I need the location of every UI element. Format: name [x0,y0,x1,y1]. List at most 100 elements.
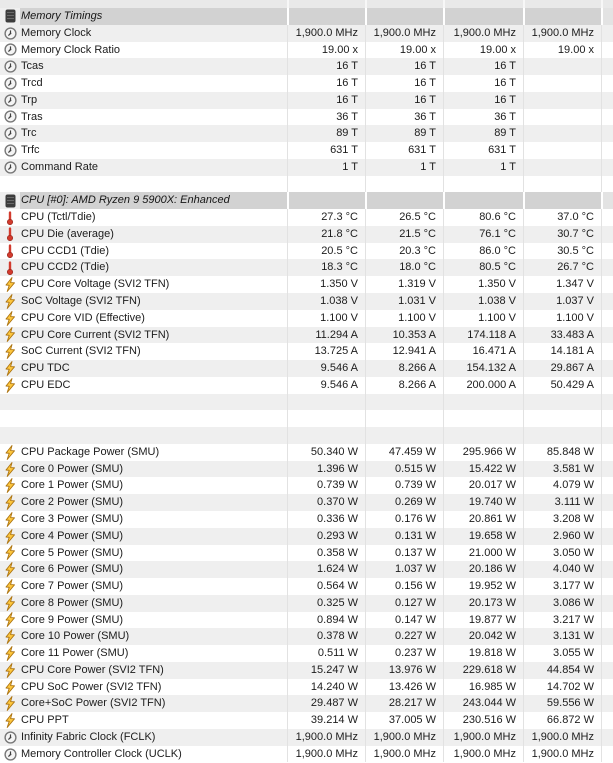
value-maximum: 200.000 A [443,376,523,394]
row-gutter [0,427,20,444]
sensor-row[interactable]: Core 8 Power (SMU) 0.325 W 0.127 W 20.173 W… [0,594,613,612]
value-average: 44.854 W [523,661,601,679]
value-current: 11.294 A [287,326,365,344]
sensor-row[interactable]: CPU Core Current (SVI2 TFN) 11.294 A 10.35… [0,326,613,344]
value-current: 0.293 W [287,527,365,545]
sensor-row[interactable]: Tcas 16 T 16 T 16 T [0,58,613,76]
value-minimum: 21.5 °C [365,225,443,243]
sensor-row[interactable]: Trc 89 T 89 T 89 T [0,125,613,143]
sensor-row[interactable]: Trcd 16 T 16 T 16 T [0,75,613,92]
sensor-row[interactable]: Core 5 Power (SMU) 0.358 W 0.137 W 21.000 W… [0,544,613,562]
sensor-row[interactable]: SoC Voltage (SVI2 TFN) 1.038 V 1.031 V 1.03… [0,293,613,310]
sensor-row[interactable]: Core 4 Power (SMU) 0.293 W 0.131 W 19.658 W… [0,527,613,545]
sensor-row[interactable]: Infinity Fabric Clock (FCLK) 1,900.0 MHz 1… [0,728,613,746]
value-minimum: 1 T [365,158,443,176]
sensor-row[interactable]: Core 9 Power (SMU) 0.894 W 0.147 W 19.877 W… [0,611,613,629]
sensor-row[interactable]: Core 6 Power (SMU) 1.624 W 1.037 W 20.186 W… [0,561,613,579]
value-current: 1,900.0 MHz [287,728,365,746]
sensor-label: CPU Package Power (SMU) [20,443,287,461]
value-average: 1.037 V [523,293,601,310]
value-maximum: 1,900.0 MHz [443,728,523,746]
value-average [523,108,601,126]
sensor-row[interactable]: Core 10 Power (SMU) 0.378 W 0.227 W 20.042 … [0,628,613,646]
value-minimum: 0.147 W [365,611,443,629]
value-current: 89 T [287,125,365,143]
chip-icon [0,192,20,210]
value-maximum [443,410,523,428]
sensor-row[interactable]: CPU Core Voltage (SVI2 TFN) 1.350 V 1.319 … [0,276,613,294]
value-current: 39.214 W [287,712,365,729]
sensor-row[interactable]: Core+SoC Power (SVI2 TFN) 29.487 W 28.217 … [0,695,613,713]
sensor-row[interactable]: Core 11 Power (SMU) 0.511 W 0.237 W 19.818 … [0,645,613,662]
value-maximum: 89 T [443,125,523,143]
row-gutter [0,410,20,428]
sensor-row[interactable]: Tras 36 T 36 T 36 T [0,108,613,126]
sensor-label: Memory Controller Clock (UCLK) [20,745,287,763]
value-current: 0.325 W [287,594,365,612]
sensor-row[interactable]: Trfc 631 T 631 T 631 T [0,142,613,159]
empty-row [0,393,613,411]
section-header-row[interactable]: Memory Timings [0,8,613,25]
row-right-pad [601,158,613,176]
row-right-pad [601,578,613,595]
sensor-row[interactable]: Memory Controller Clock (UCLK) 1,900.0 MH… [0,745,613,763]
section-title: CPU [#0]: AMD Ryzen 9 5900X: Enhanced [20,192,287,210]
sensor-row[interactable]: CPU CCD2 (Tdie) 18.3 °C 18.0 °C 80.5 °C 26.7… [0,259,613,277]
sensor-row[interactable]: Core 3 Power (SMU) 0.336 W 0.176 W 20.861 W… [0,510,613,528]
sensor-row[interactable]: CPU Die (average) 21.8 °C 21.5 °C 76.1 °C 30… [0,225,613,243]
sensor-row[interactable]: Core 0 Power (SMU) 1.396 W 0.515 W 15.422 W… [0,460,613,478]
value-average: 3.111 W [523,494,601,511]
value-current: 27.3 °C [287,209,365,226]
value-minimum: 0.515 W [365,460,443,478]
sensor-label: Infinity Fabric Clock (FCLK) [20,728,287,746]
sensor-row[interactable]: Core 1 Power (SMU) 0.739 W 0.739 W 20.017 W… [0,477,613,495]
value-current: 16 T [287,58,365,76]
sensor-row[interactable]: Memory Clock 1,900.0 MHz 1,900.0 MHz 1,900.… [0,24,613,42]
value-average: 66.872 W [523,712,601,729]
bolt-icon [0,695,20,713]
sensor-label: Core 5 Power (SMU) [20,544,287,562]
bolt-icon [0,343,20,361]
row-right-pad [601,510,613,528]
sensor-label: Core 11 Power (SMU) [20,645,287,662]
sensor-row[interactable]: CPU Core VID (Effective) 1.100 V 1.100 V 1.… [0,309,613,327]
sensor-row[interactable]: Trp 16 T 16 T 16 T [0,91,613,109]
bolt-icon [0,628,20,646]
row-right-pad [601,175,613,193]
sensor-label: Core 7 Power (SMU) [20,578,287,595]
row-right-pad [601,242,613,260]
value-current [287,410,365,428]
value-average: 3.581 W [523,460,601,478]
value-average: 30.7 °C [523,225,601,243]
value-current: 19.00 x [287,41,365,59]
value-minimum [365,410,443,428]
value-maximum: 20.173 W [443,594,523,612]
sensor-row[interactable]: CPU EDC 9.546 A 8.266 A 200.000 A 50.429 A [0,376,613,394]
value-minimum: 20.3 °C [365,242,443,260]
clock-icon [0,41,20,59]
value-average [523,75,601,92]
sensor-row[interactable]: CPU CCD1 (Tdie) 20.5 °C 20.3 °C 86.0 °C 30.5… [0,242,613,260]
value-minimum [365,393,443,411]
sensor-label: Core 4 Power (SMU) [20,527,287,545]
sensor-row[interactable]: Core 2 Power (SMU) 0.370 W 0.269 W 19.740 W… [0,494,613,511]
sensor-row[interactable]: CPU Core Power (SVI2 TFN) 15.247 W 13.976 … [0,661,613,679]
bolt-icon [0,645,20,662]
bolt-icon [0,276,20,294]
sensor-row[interactable]: CPU TDC 9.546 A 8.266 A 154.132 A 29.867 A [0,360,613,377]
sensor-row[interactable]: CPU (Tctl/Tdie) 27.3 °C 26.5 °C 80.6 °C 37.0… [0,209,613,226]
sensor-row[interactable]: SoC Current (SVI2 TFN) 13.725 A 12.941 A 16… [0,343,613,361]
sensor-row[interactable]: CPU SoC Power (SVI2 TFN) 14.240 W 13.426 W… [0,678,613,696]
section-header-row[interactable]: CPU [#0]: AMD Ryzen 9 5900X: Enhanced [0,192,613,210]
value-maximum [443,192,523,210]
value-average: 3.131 W [523,628,601,646]
sensor-label: CPU Core Power (SVI2 TFN) [20,661,287,679]
row-gutter [0,0,20,8]
sensor-row[interactable]: Core 7 Power (SMU) 0.564 W 0.156 W 19.952 W… [0,578,613,595]
sensor-row[interactable]: CPU PPT 39.214 W 37.005 W 230.516 W 66.872 W [0,712,613,729]
value-minimum: 8.266 A [365,376,443,394]
value-average: 59.556 W [523,695,601,713]
